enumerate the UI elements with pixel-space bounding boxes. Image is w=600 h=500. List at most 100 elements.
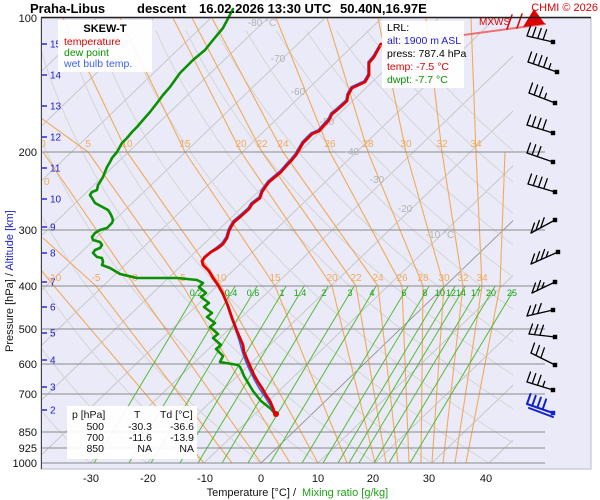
max-wind-feather [516,13,523,29]
dew-point-curve [88,7,277,416]
mixing-ratio-label: 6 [401,288,406,298]
pseudo-adiabat-label: 30 [400,139,412,150]
wind-barb-dot [550,410,556,416]
copyright: CHMI © 2026 [531,2,598,14]
wind-barb-feather [540,347,545,359]
wind-barb-staff [530,352,556,366]
pressure-label: 100 [19,13,37,25]
temperature-tick-label: 20 [367,473,379,485]
wind-barb [531,279,558,294]
chart-layer: 1002003004005006007008509251000151413121… [13,7,561,485]
pseudo-adiabat-label: 34 [476,273,488,284]
temperature-tick-label: -10 [197,473,213,485]
pseudo-adiabat-label: 10 [215,273,227,284]
temperature-ticks: -30 -20 -10 0 10 20 30 40 [83,473,492,485]
mixing-ratio-label: 0.2 [190,288,203,298]
wind-barb-half-feather [542,380,546,388]
dry-adiabat-line [275,30,513,278]
lrl-temp: temp: -7.5 °C [387,61,449,73]
wind-barb-feather [538,86,544,98]
svg-text:Pressure [hPa] / Alti: Pressure [hPa] / Altitude [km] [4,210,16,352]
mixing-ratio-label: 14 [456,288,466,298]
lrl-box-bg [382,21,464,88]
isotherm-label: -20 [398,204,413,215]
legend-box: SKEW-T temperature dew point wet bulb te… [58,20,152,72]
wind-barb-feather [526,371,532,383]
table-header-td: Td [°C] [160,409,193,421]
wind-barb-feather [536,279,542,292]
pressure-label: 1000 [13,458,37,470]
dry-adiabat-line [95,30,490,464]
pseudo-adiabat-labels: 0 5 10 15 20 22 24 26 28 30 32 34-10 -5 0 5 10 15 20 22 24 2… [40,139,488,284]
altitude-label: 14 [50,71,62,82]
wind-barb [528,323,558,340]
wind-barb-feather [536,145,542,158]
isotherm-line [41,18,440,402]
wind-barb-dot [552,100,558,106]
x-caption-mixing-ratio: Mixing ratio [g/kg] [302,487,388,499]
wind-barb-staff [526,35,554,43]
wind-barb-half-feather [541,282,545,289]
mixing-ratio-label: 0.6 [247,288,260,298]
mixing-ratio-line [301,285,409,464]
pseudo-adiabat-line [41,117,291,464]
isotherm-label: -10 °C [426,230,454,241]
wind-barb-dot [550,130,556,136]
mixing-ratio-label: 12 [446,288,456,298]
isotherm-line [431,384,513,464]
wind-barb-feather [531,304,537,316]
mixing-ratio-line [358,285,466,464]
temperature-tick-label: 30 [423,473,435,485]
wind-barb-feather [542,56,548,69]
mixing-ratio-lines [93,285,513,464]
wind-barb-feather [537,302,542,315]
dry-adiabat-line [125,30,513,444]
pseudo-adiabat-line [211,18,399,464]
wind-barb-feather [528,82,534,94]
wind-barb-feather [531,372,537,385]
pressure-label: 500 [19,324,37,336]
station-name: Praha-Libus [30,1,105,16]
mixing-ratio-line [247,285,355,464]
wind-barb-feather [530,253,536,265]
wind-barb-staff [531,281,556,294]
temperature-tick-label: -30 [83,473,99,485]
mixing-ratio-line [179,285,287,464]
isotherm-line [260,219,513,464]
cell-p: 500 [86,421,104,433]
altitude-label: 11 [50,164,61,175]
wind-barb-feather [526,142,532,154]
isotherm-line [89,55,513,464]
sounding-datetime: 16.02.2026 13:30 UTC [199,1,332,16]
mixing-ratio-line [388,285,496,464]
pseudo-adiabat-label: 28 [417,273,429,284]
lrl-box: LRL: alt: 1900 m ASL press: 787.4 hPa te… [382,21,467,88]
wind-barb-feather [532,53,538,65]
wind-barb-staff [526,124,554,134]
mixing-ratio-line [337,285,445,464]
wind-barb-dot [552,279,558,285]
isotherm-line [41,18,155,128]
isotherm-line [41,18,269,237]
altitude-label: 8 [50,249,56,260]
cell-td: NA [179,443,194,455]
lrl-dwpt: dwpt: -7.7 °C [387,74,448,86]
isotherm-label: -80 °C [248,18,276,29]
pressure-label: 300 [19,225,37,237]
wind-barb [530,342,558,368]
wind-barb-feather [541,398,548,411]
pseudo-adiabat-label: 32 [457,273,469,284]
dry-adiabat-line [305,30,513,246]
wind-barb-dot [550,39,556,45]
y-caption-pressure: Pressure [hPa] / [4,271,16,352]
wind-barb-feather [533,323,539,336]
altitude-label: 3 [50,383,56,394]
wind-barb-feather [535,219,540,232]
isotherm-label: -60 [291,87,306,98]
wind-barb-feather [537,176,543,188]
mixing-ratio-label: 2 [321,288,326,298]
wind-barb-feather [535,251,541,263]
wind-barb-feather [531,26,537,38]
dry-adiabat-line [245,30,513,310]
